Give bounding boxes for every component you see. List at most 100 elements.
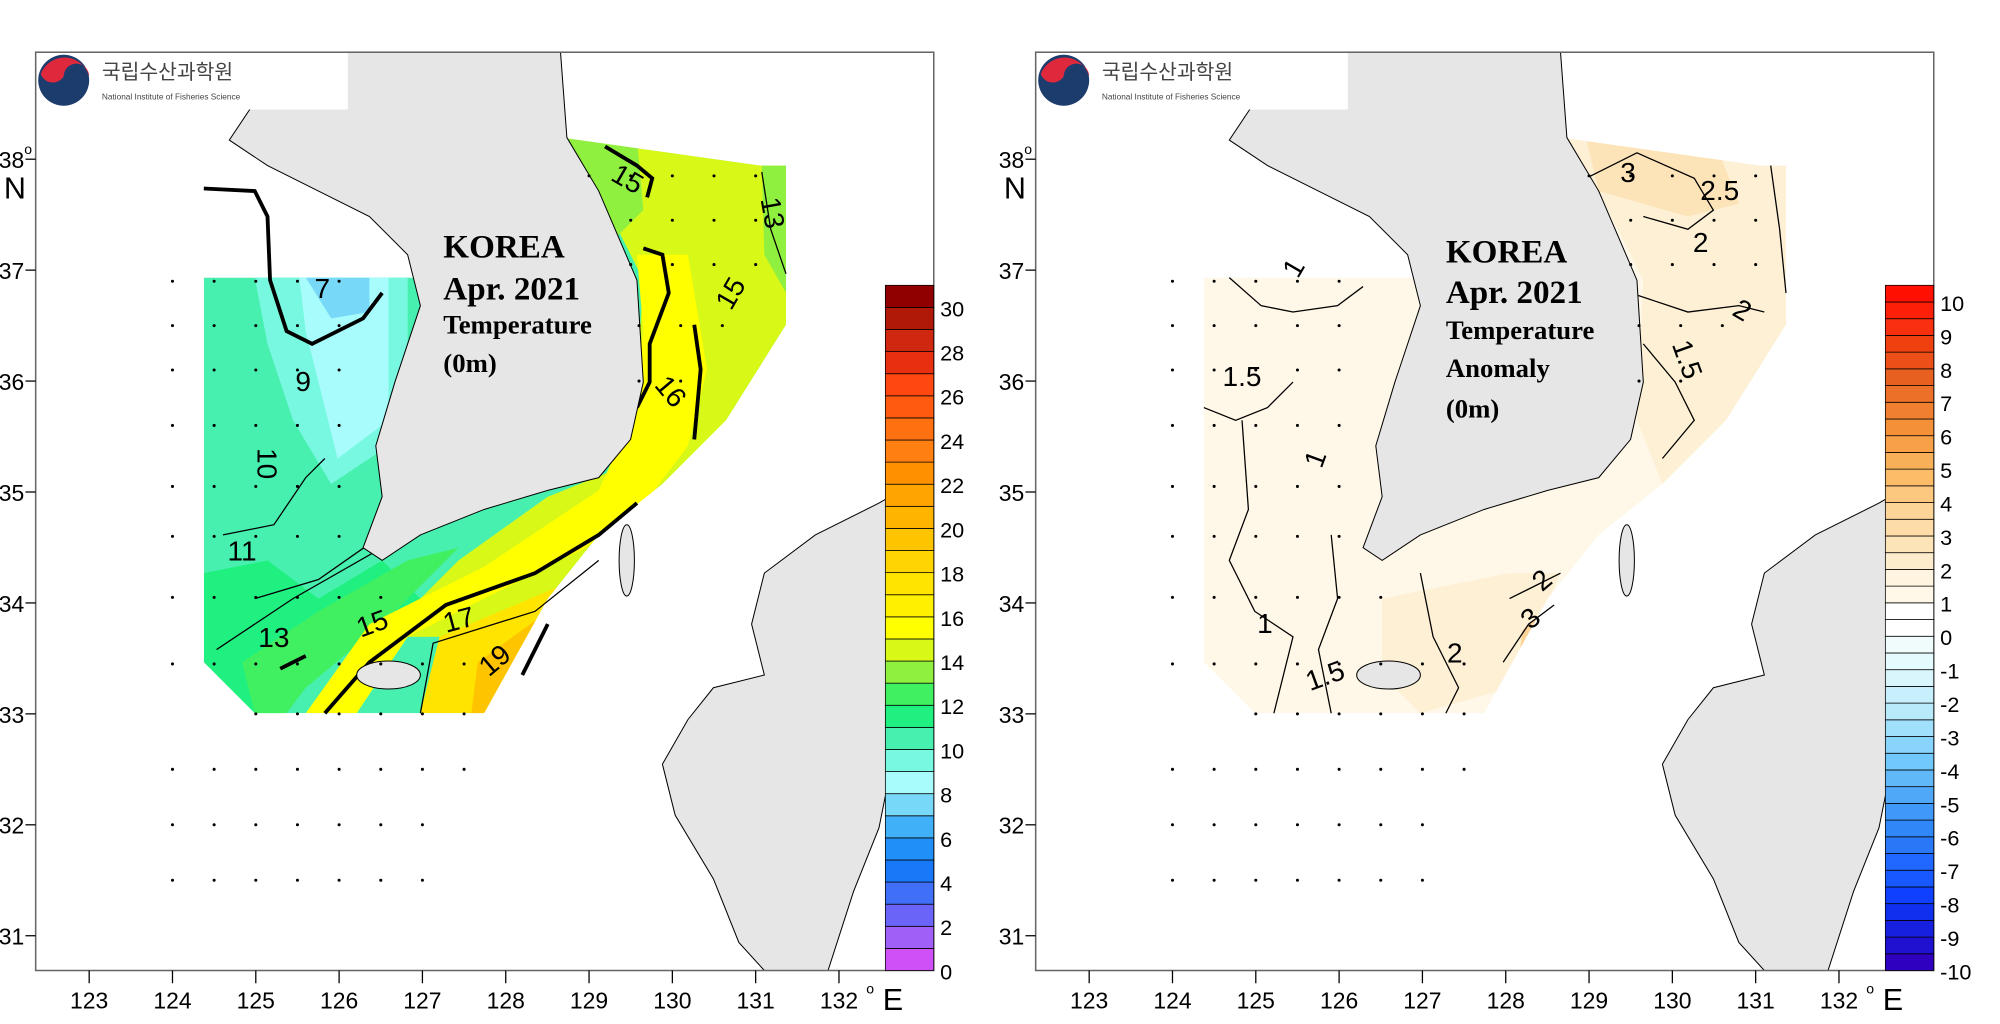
colorbar-band (1884, 418, 1935, 437)
station-dot (1379, 878, 1383, 882)
station-dot (1170, 823, 1175, 827)
colorbar-band (884, 903, 935, 927)
station-dot (587, 174, 591, 178)
station-dot (629, 263, 633, 267)
station-dot (1170, 662, 1175, 666)
colorbar-band (884, 837, 935, 861)
colorbar-band (884, 616, 935, 640)
contour-label: 2 (1693, 227, 1709, 258)
station-dot (1462, 712, 1466, 716)
lon-unit-label: E (883, 983, 903, 1017)
station-dot (462, 712, 466, 716)
station-dot (1254, 823, 1258, 827)
logo-emblem-red-icon (1040, 57, 1090, 83)
station-dot (212, 423, 216, 427)
station-dot (1379, 767, 1383, 771)
contour-label: 17 (440, 601, 478, 639)
station-dot (379, 823, 383, 827)
colorbar-band (884, 704, 935, 728)
contour-line (1228, 277, 1364, 313)
station-dot (1337, 878, 1341, 882)
station-dot (254, 878, 258, 882)
station-dot (1170, 595, 1175, 599)
station-dot (1254, 878, 1258, 882)
colorbar-label: -3 (1940, 725, 1959, 750)
contour-line (419, 559, 600, 714)
station-dot (1337, 595, 1341, 599)
station-dot (295, 423, 299, 427)
jeju-island (356, 660, 421, 690)
station-dot (1212, 823, 1216, 827)
colorbar-band (1884, 736, 1935, 754)
station-dot (212, 767, 216, 771)
station-dot (1212, 767, 1216, 771)
colorbar-label: 22 (940, 473, 964, 498)
contour-label: 7 (314, 273, 330, 304)
map-title-line: KOREA (1446, 233, 1568, 270)
colorbar-label: 0 (940, 959, 952, 984)
station-dot (295, 324, 299, 328)
colorbar-band (884, 461, 935, 485)
colorbar-band (884, 771, 935, 795)
station-dot (712, 263, 716, 267)
colorbar-label: 20 (940, 517, 964, 542)
map-title-line: KOREA (443, 228, 565, 265)
station-dot (1379, 595, 1383, 599)
contour-label: 1 (1257, 608, 1273, 639)
lon-tick-label: 132 (820, 988, 858, 1014)
station-dot (1295, 484, 1299, 488)
colorbar-band (1884, 535, 1935, 554)
lat-tick-label: 31 (0, 924, 24, 950)
lat-degree-symbol: o (24, 141, 32, 157)
colorbar-label: -1 (1940, 659, 1959, 684)
contour-label: 2.5 (1700, 175, 1739, 206)
colorbar-band (1884, 602, 1935, 620)
map-title-line: Temperature (443, 310, 592, 340)
colorbar-label: 24 (940, 429, 964, 454)
station-dot (170, 767, 175, 771)
colorbar-label: 3 (1940, 525, 1952, 550)
station-dot (754, 218, 758, 222)
colorbar-band (884, 284, 935, 308)
lon-tick-label: 125 (1237, 988, 1275, 1014)
colorbar-band (884, 881, 935, 905)
station-dot (295, 595, 299, 599)
lat-degree-symbol: o (1024, 141, 1032, 157)
station-dot (170, 823, 175, 827)
station-dot (1170, 423, 1175, 427)
station-dot (254, 423, 258, 427)
lon-tick-label: 127 (1403, 988, 1441, 1014)
station-dot (212, 534, 216, 538)
lat-tick-label: 34 (0, 591, 24, 617)
lon-tick-label: 131 (1737, 988, 1775, 1014)
station-dot (170, 423, 175, 427)
station-dot (1337, 534, 1341, 538)
station-dot (337, 324, 341, 328)
contour-line (1419, 573, 1460, 714)
lon-tick-label: 125 (237, 988, 275, 1014)
colorbar-label: 6 (1940, 425, 1952, 450)
colorbar-band (1884, 869, 1935, 888)
station-dot (1679, 324, 1683, 328)
colorbar-band (884, 528, 935, 551)
colorbar-band (884, 793, 935, 817)
lat-tick-label: 33 (999, 702, 1024, 728)
station-dot (1212, 423, 1216, 427)
station-dot (337, 767, 341, 771)
station-dot (1712, 263, 1716, 267)
station-dot (670, 263, 674, 267)
contour-line (761, 171, 787, 275)
station-dot (295, 368, 299, 372)
colorbar-band (884, 351, 935, 375)
lat-tick-label: 35 (0, 480, 24, 506)
station-dot (254, 324, 258, 328)
station-dot (337, 595, 341, 599)
station-dot (1212, 534, 1216, 538)
logo-english-text: National Institute of Fisheries Science (1102, 92, 1241, 101)
lon-tick-label: 124 (153, 988, 191, 1014)
station-dot (1337, 368, 1341, 372)
colorbar-band (884, 682, 935, 706)
station-dot (170, 534, 175, 538)
